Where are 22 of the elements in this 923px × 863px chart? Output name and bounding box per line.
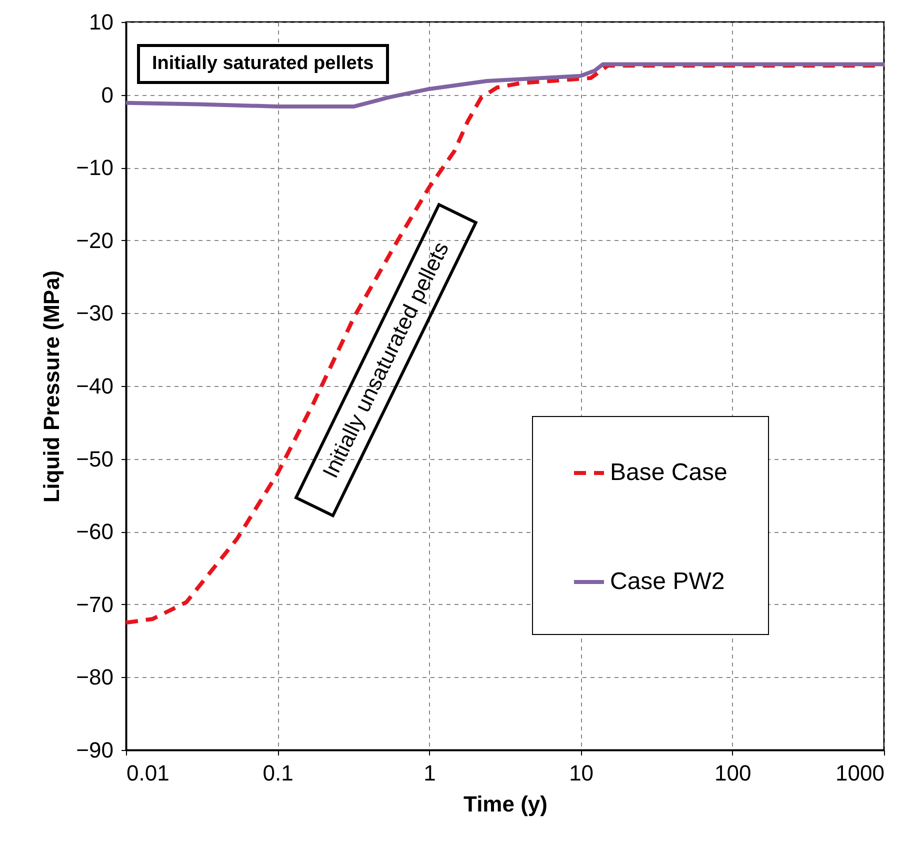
y-tick-label: −90 <box>76 738 114 762</box>
legend-label: Case PW2 <box>610 568 725 595</box>
y-tick-label: −10 <box>76 155 114 180</box>
x-tick-label: 1000 <box>836 760 884 786</box>
x-tick-label: 0.01 <box>126 760 170 786</box>
annotation: Initially saturated pellets <box>137 44 389 84</box>
y-tick-label: −50 <box>76 446 114 472</box>
y-tick-label: −80 <box>76 664 114 690</box>
x-tick-label: 100 <box>714 760 752 786</box>
x-axis-title: Time (y) <box>464 792 548 816</box>
y-tick-label: −70 <box>76 592 114 617</box>
y-axis-title: Liquid Pressure (MPa) <box>39 270 64 503</box>
x-tick-label: 1 <box>424 760 436 786</box>
x-tick-label: 0.1 <box>262 760 294 786</box>
y-tick-label: −60 <box>76 519 114 544</box>
y-tick-label: −20 <box>76 228 114 253</box>
y-tick-label: −30 <box>76 300 114 326</box>
y-tick-label: −40 <box>76 374 114 398</box>
y-tick-label: 10 <box>89 10 114 34</box>
x-tick-label: 10 <box>569 760 594 786</box>
y-tick-label: 0 <box>101 82 114 108</box>
legend-label: Base Case <box>610 459 728 486</box>
